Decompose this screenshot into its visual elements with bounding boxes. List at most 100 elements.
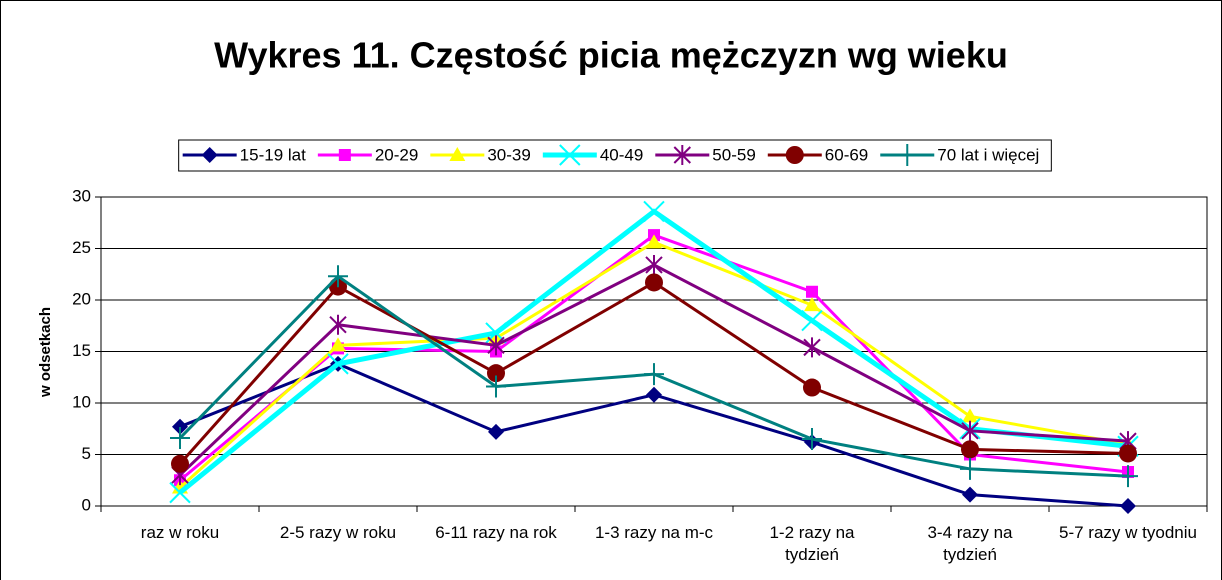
marker-shape: [897, 144, 918, 166]
marker-shape: [487, 335, 505, 356]
marker-shape: [646, 386, 662, 403]
marker: [487, 364, 505, 383]
marker-shape: [961, 420, 979, 441]
marker-shape: [487, 364, 505, 383]
marker: [169, 481, 191, 504]
marker: [962, 486, 978, 503]
marker: [804, 297, 820, 312]
marker: [960, 457, 980, 480]
marker: [961, 440, 979, 459]
marker: [171, 454, 189, 473]
marker: [802, 428, 822, 451]
marker: [486, 375, 506, 398]
legend-label: 60-69: [825, 145, 868, 164]
marker: [201, 147, 218, 163]
marker-shape: [330, 337, 346, 352]
marker-shape: [644, 363, 664, 386]
marker-shape: [172, 418, 188, 435]
marker-shape: [449, 147, 466, 161]
marker-shape: [646, 234, 662, 249]
legend: 15-19 lat 20-29 30-39 40-49 50-59 60-69 70 lat…: [178, 139, 1052, 172]
marker: [327, 353, 349, 375]
marker: [488, 423, 504, 440]
plot-area: [100, 196, 1208, 507]
marker-shape: [962, 408, 978, 423]
marker: [673, 145, 692, 165]
legend-label: 70 lat i więcej: [937, 145, 1039, 164]
marker-shape: [962, 486, 978, 503]
marker: [338, 149, 351, 161]
marker-shape: [803, 378, 821, 397]
marker: [897, 144, 918, 166]
marker-shape: [201, 147, 218, 163]
marker: [1119, 444, 1137, 463]
marker-shape: [169, 481, 191, 504]
marker-shape: [961, 440, 979, 459]
marker: [961, 420, 979, 441]
marker: [646, 234, 662, 249]
marker-shape: [801, 309, 823, 332]
marker-shape: [486, 375, 506, 398]
marker-shape: [1120, 498, 1136, 514]
x-tick-label: 6-11 razy na rok: [435, 523, 557, 542]
marker-shape: [645, 254, 663, 275]
marker-shape: [806, 285, 818, 298]
marker-shape: [1119, 444, 1137, 463]
y-tick-label: 30: [72, 186, 91, 205]
marker: [330, 337, 346, 352]
legend-label: 50-59: [712, 145, 755, 164]
x-tick-label: raz w roku: [140, 523, 220, 542]
legend-label: 15-19 lat: [240, 145, 306, 164]
marker-shape: [338, 149, 351, 161]
marker: [645, 254, 663, 275]
marker: [487, 335, 505, 356]
y-tick-label: 5: [82, 444, 91, 463]
marker-shape: [643, 200, 665, 223]
marker: [646, 386, 662, 403]
marker-shape: [329, 314, 347, 335]
marker: [806, 285, 818, 298]
marker: [170, 427, 190, 450]
y-tick-label: 10: [72, 392, 91, 411]
y-tick-label: 25: [72, 238, 91, 257]
marker: [644, 363, 664, 386]
x-tick-label: 3-4 razy na tydzień: [927, 523, 1013, 564]
marker: [801, 309, 823, 332]
marker: [803, 378, 821, 397]
marker-shape: [804, 297, 820, 312]
marker-shape: [559, 144, 581, 166]
marker: [962, 408, 978, 423]
series-line: [179, 362, 1129, 508]
marker-shape: [488, 423, 504, 440]
marker: [328, 265, 348, 288]
marker-shape: [803, 337, 821, 358]
y-tick-label: 20: [72, 289, 91, 308]
marker-shape: [960, 457, 980, 480]
y-tick-label: 15: [72, 341, 91, 360]
marker: [643, 200, 665, 223]
marker-shape: [673, 145, 692, 165]
marker: [329, 314, 347, 335]
marker-shape: [785, 146, 804, 164]
marker: [785, 146, 804, 164]
marker-shape: [802, 428, 822, 451]
x-tick-label: 5-7 razy w tyodniu: [1059, 523, 1197, 542]
marker: [1118, 465, 1138, 488]
legend-label: 30-39: [487, 145, 530, 164]
x-tick-label: 1-2 razy na tydzień: [769, 523, 855, 564]
marker: [449, 147, 466, 161]
legend-label: 20-29: [375, 145, 418, 164]
marker-shape: [645, 273, 663, 292]
marker-shape: [170, 427, 190, 450]
marker: [559, 144, 581, 166]
x-tick-label: 2-5 razy w roku: [279, 523, 397, 542]
marker-shape: [327, 353, 349, 375]
marker-shape: [171, 454, 189, 473]
marker: [645, 273, 663, 292]
marker: [172, 418, 188, 435]
chart-title: Wykres 11. Częstość picia mężczyzn wg wi…: [214, 35, 1008, 76]
marker-shape: [328, 265, 348, 288]
marker: [1120, 498, 1136, 514]
